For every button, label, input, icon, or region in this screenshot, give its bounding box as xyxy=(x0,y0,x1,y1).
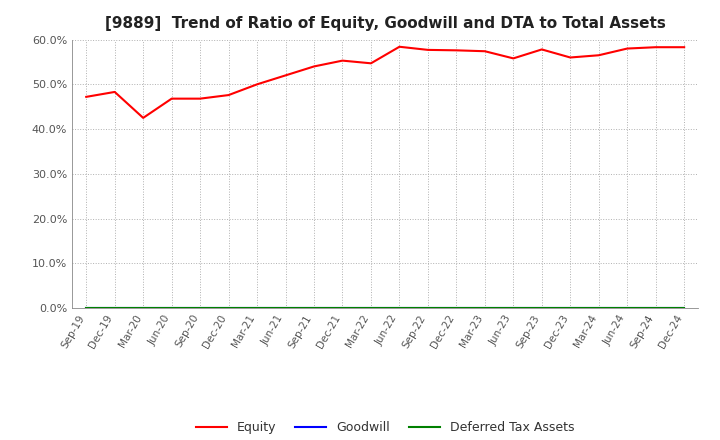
Deferred Tax Assets xyxy=(537,305,546,311)
Legend: Equity, Goodwill, Deferred Tax Assets: Equity, Goodwill, Deferred Tax Assets xyxy=(191,416,580,439)
Goodwill xyxy=(310,305,318,311)
Deferred Tax Assets xyxy=(110,305,119,311)
Goodwill xyxy=(452,305,461,311)
Goodwill xyxy=(566,305,575,311)
Deferred Tax Assets xyxy=(566,305,575,311)
Goodwill xyxy=(652,305,660,311)
Goodwill xyxy=(395,305,404,311)
Deferred Tax Assets xyxy=(680,305,688,311)
Deferred Tax Assets xyxy=(595,305,603,311)
Equity xyxy=(366,61,375,66)
Equity xyxy=(196,96,204,101)
Goodwill xyxy=(680,305,688,311)
Deferred Tax Assets xyxy=(253,305,261,311)
Equity xyxy=(310,64,318,69)
Equity xyxy=(225,92,233,98)
Goodwill xyxy=(225,305,233,311)
Deferred Tax Assets xyxy=(139,305,148,311)
Goodwill xyxy=(537,305,546,311)
Equity xyxy=(480,48,489,54)
Equity xyxy=(395,44,404,49)
Deferred Tax Assets xyxy=(282,305,290,311)
Equity xyxy=(537,47,546,52)
Goodwill xyxy=(480,305,489,311)
Deferred Tax Assets xyxy=(652,305,660,311)
Equity xyxy=(82,94,91,99)
Deferred Tax Assets xyxy=(310,305,318,311)
Goodwill xyxy=(623,305,631,311)
Equity xyxy=(110,89,119,95)
Equity xyxy=(139,115,148,121)
Deferred Tax Assets xyxy=(480,305,489,311)
Deferred Tax Assets xyxy=(423,305,432,311)
Goodwill xyxy=(196,305,204,311)
Deferred Tax Assets xyxy=(509,305,518,311)
Goodwill xyxy=(282,305,290,311)
Goodwill xyxy=(423,305,432,311)
Goodwill xyxy=(253,305,261,311)
Line: Equity: Equity xyxy=(86,47,684,118)
Goodwill xyxy=(110,305,119,311)
Equity xyxy=(680,44,688,50)
Goodwill xyxy=(139,305,148,311)
Deferred Tax Assets xyxy=(82,305,91,311)
Deferred Tax Assets xyxy=(623,305,631,311)
Goodwill xyxy=(82,305,91,311)
Goodwill xyxy=(366,305,375,311)
Deferred Tax Assets xyxy=(196,305,204,311)
Equity xyxy=(253,82,261,87)
Deferred Tax Assets xyxy=(167,305,176,311)
Deferred Tax Assets xyxy=(366,305,375,311)
Goodwill xyxy=(167,305,176,311)
Equity xyxy=(595,53,603,58)
Equity xyxy=(452,48,461,53)
Deferred Tax Assets xyxy=(225,305,233,311)
Title: [9889]  Trend of Ratio of Equity, Goodwill and DTA to Total Assets: [9889] Trend of Ratio of Equity, Goodwil… xyxy=(105,16,665,32)
Goodwill xyxy=(338,305,347,311)
Goodwill xyxy=(595,305,603,311)
Goodwill xyxy=(509,305,518,311)
Deferred Tax Assets xyxy=(338,305,347,311)
Equity xyxy=(509,56,518,61)
Equity xyxy=(338,58,347,63)
Equity xyxy=(623,46,631,51)
Equity xyxy=(566,55,575,60)
Deferred Tax Assets xyxy=(395,305,404,311)
Equity xyxy=(282,73,290,78)
Equity xyxy=(167,96,176,101)
Equity xyxy=(423,47,432,52)
Equity xyxy=(652,44,660,50)
Deferred Tax Assets xyxy=(452,305,461,311)
